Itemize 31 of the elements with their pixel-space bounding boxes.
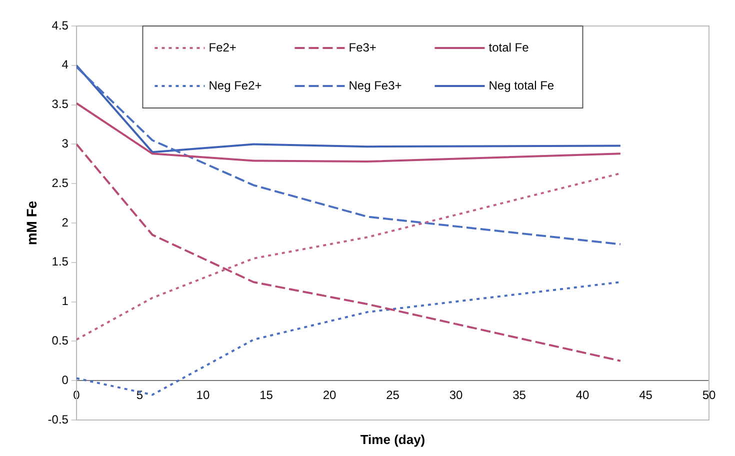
x-axis-title: Time (day): [360, 432, 426, 447]
x-tick-label: 25: [386, 388, 400, 402]
y-axis-title: mM Fe: [23, 200, 40, 246]
y-tick-label: 1: [62, 294, 69, 308]
x-tick-label: 40: [576, 388, 590, 402]
y-tick-label: 2.5: [52, 176, 69, 190]
legend-label: Neg total Fe: [488, 78, 554, 92]
y-tick-label: 4.5: [52, 18, 69, 32]
x-tick-label: 50: [702, 388, 716, 402]
legend-label: Fe2+: [208, 40, 236, 54]
y-tick-label: 1.5: [52, 254, 69, 269]
legend-label: total Fe: [488, 40, 530, 54]
x-tick-label: 35: [512, 388, 526, 402]
line-series: [76, 143, 622, 362]
legend-label: Neg Fe3+: [348, 78, 402, 92]
y-tick-label: 3: [62, 136, 69, 151]
legend-label: Fe3+: [348, 40, 376, 54]
y-tick-label: 2: [62, 215, 69, 230]
line-series: [76, 172, 622, 341]
y-tick-label: -0.5: [48, 412, 69, 426]
x-tick-label: 45: [639, 388, 653, 402]
y-tick-label: 4: [62, 58, 69, 72]
legend-label: Neg Fe2+: [208, 78, 262, 92]
x-tick-label: 15: [260, 388, 274, 402]
line-series: [76, 66, 622, 246]
y-tick-label: 0.5: [52, 334, 69, 348]
x-tick-label: 20: [322, 388, 336, 402]
y-tick-label: 0: [62, 372, 69, 387]
y-tick-label: 3.5: [52, 97, 69, 112]
x-tick-label: 30: [449, 388, 463, 402]
x-tick-label: 10: [196, 388, 210, 402]
